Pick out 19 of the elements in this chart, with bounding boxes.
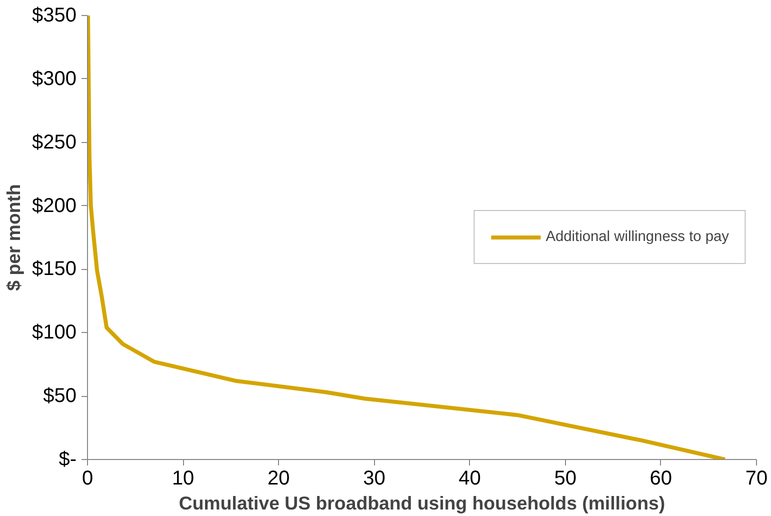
y-tick-label: $350 — [32, 4, 77, 26]
x-tick-label: 70 — [745, 468, 768, 490]
y-tick-label: $- — [58, 448, 77, 470]
x-tick-label: 10 — [172, 468, 194, 490]
y-tick-label: $150 — [32, 258, 77, 280]
y-axis-title: $ per month — [3, 184, 24, 291]
y-tick-label: $250 — [32, 131, 77, 154]
x-tick-label: 30 — [363, 468, 386, 490]
x-tick-label: 50 — [554, 468, 576, 490]
x-axis-title: Cumulative US broadband using households (millions) — [178, 492, 666, 514]
x-tick-label: 60 — [650, 468, 672, 490]
y-tick-label: $200 — [32, 194, 77, 217]
x-tick-label: 0 — [82, 468, 94, 490]
x-tick-label: 40 — [458, 468, 481, 490]
y-tick-label: $100 — [32, 322, 77, 344]
y-tick-label: $50 — [43, 385, 77, 408]
x-tick-label: 20 — [268, 468, 290, 490]
legend-label: Additional willingness to pay — [546, 229, 729, 245]
y-tick-label: $300 — [32, 68, 77, 90]
